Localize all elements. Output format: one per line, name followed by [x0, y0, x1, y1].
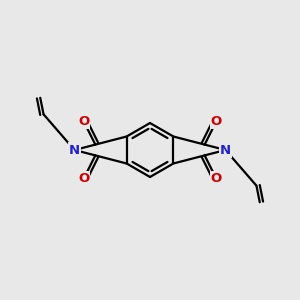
- Text: O: O: [78, 172, 89, 185]
- Text: O: O: [78, 115, 89, 128]
- Text: O: O: [211, 115, 222, 128]
- Text: N: N: [69, 143, 80, 157]
- Text: N: N: [220, 143, 231, 157]
- Text: O: O: [211, 172, 222, 185]
